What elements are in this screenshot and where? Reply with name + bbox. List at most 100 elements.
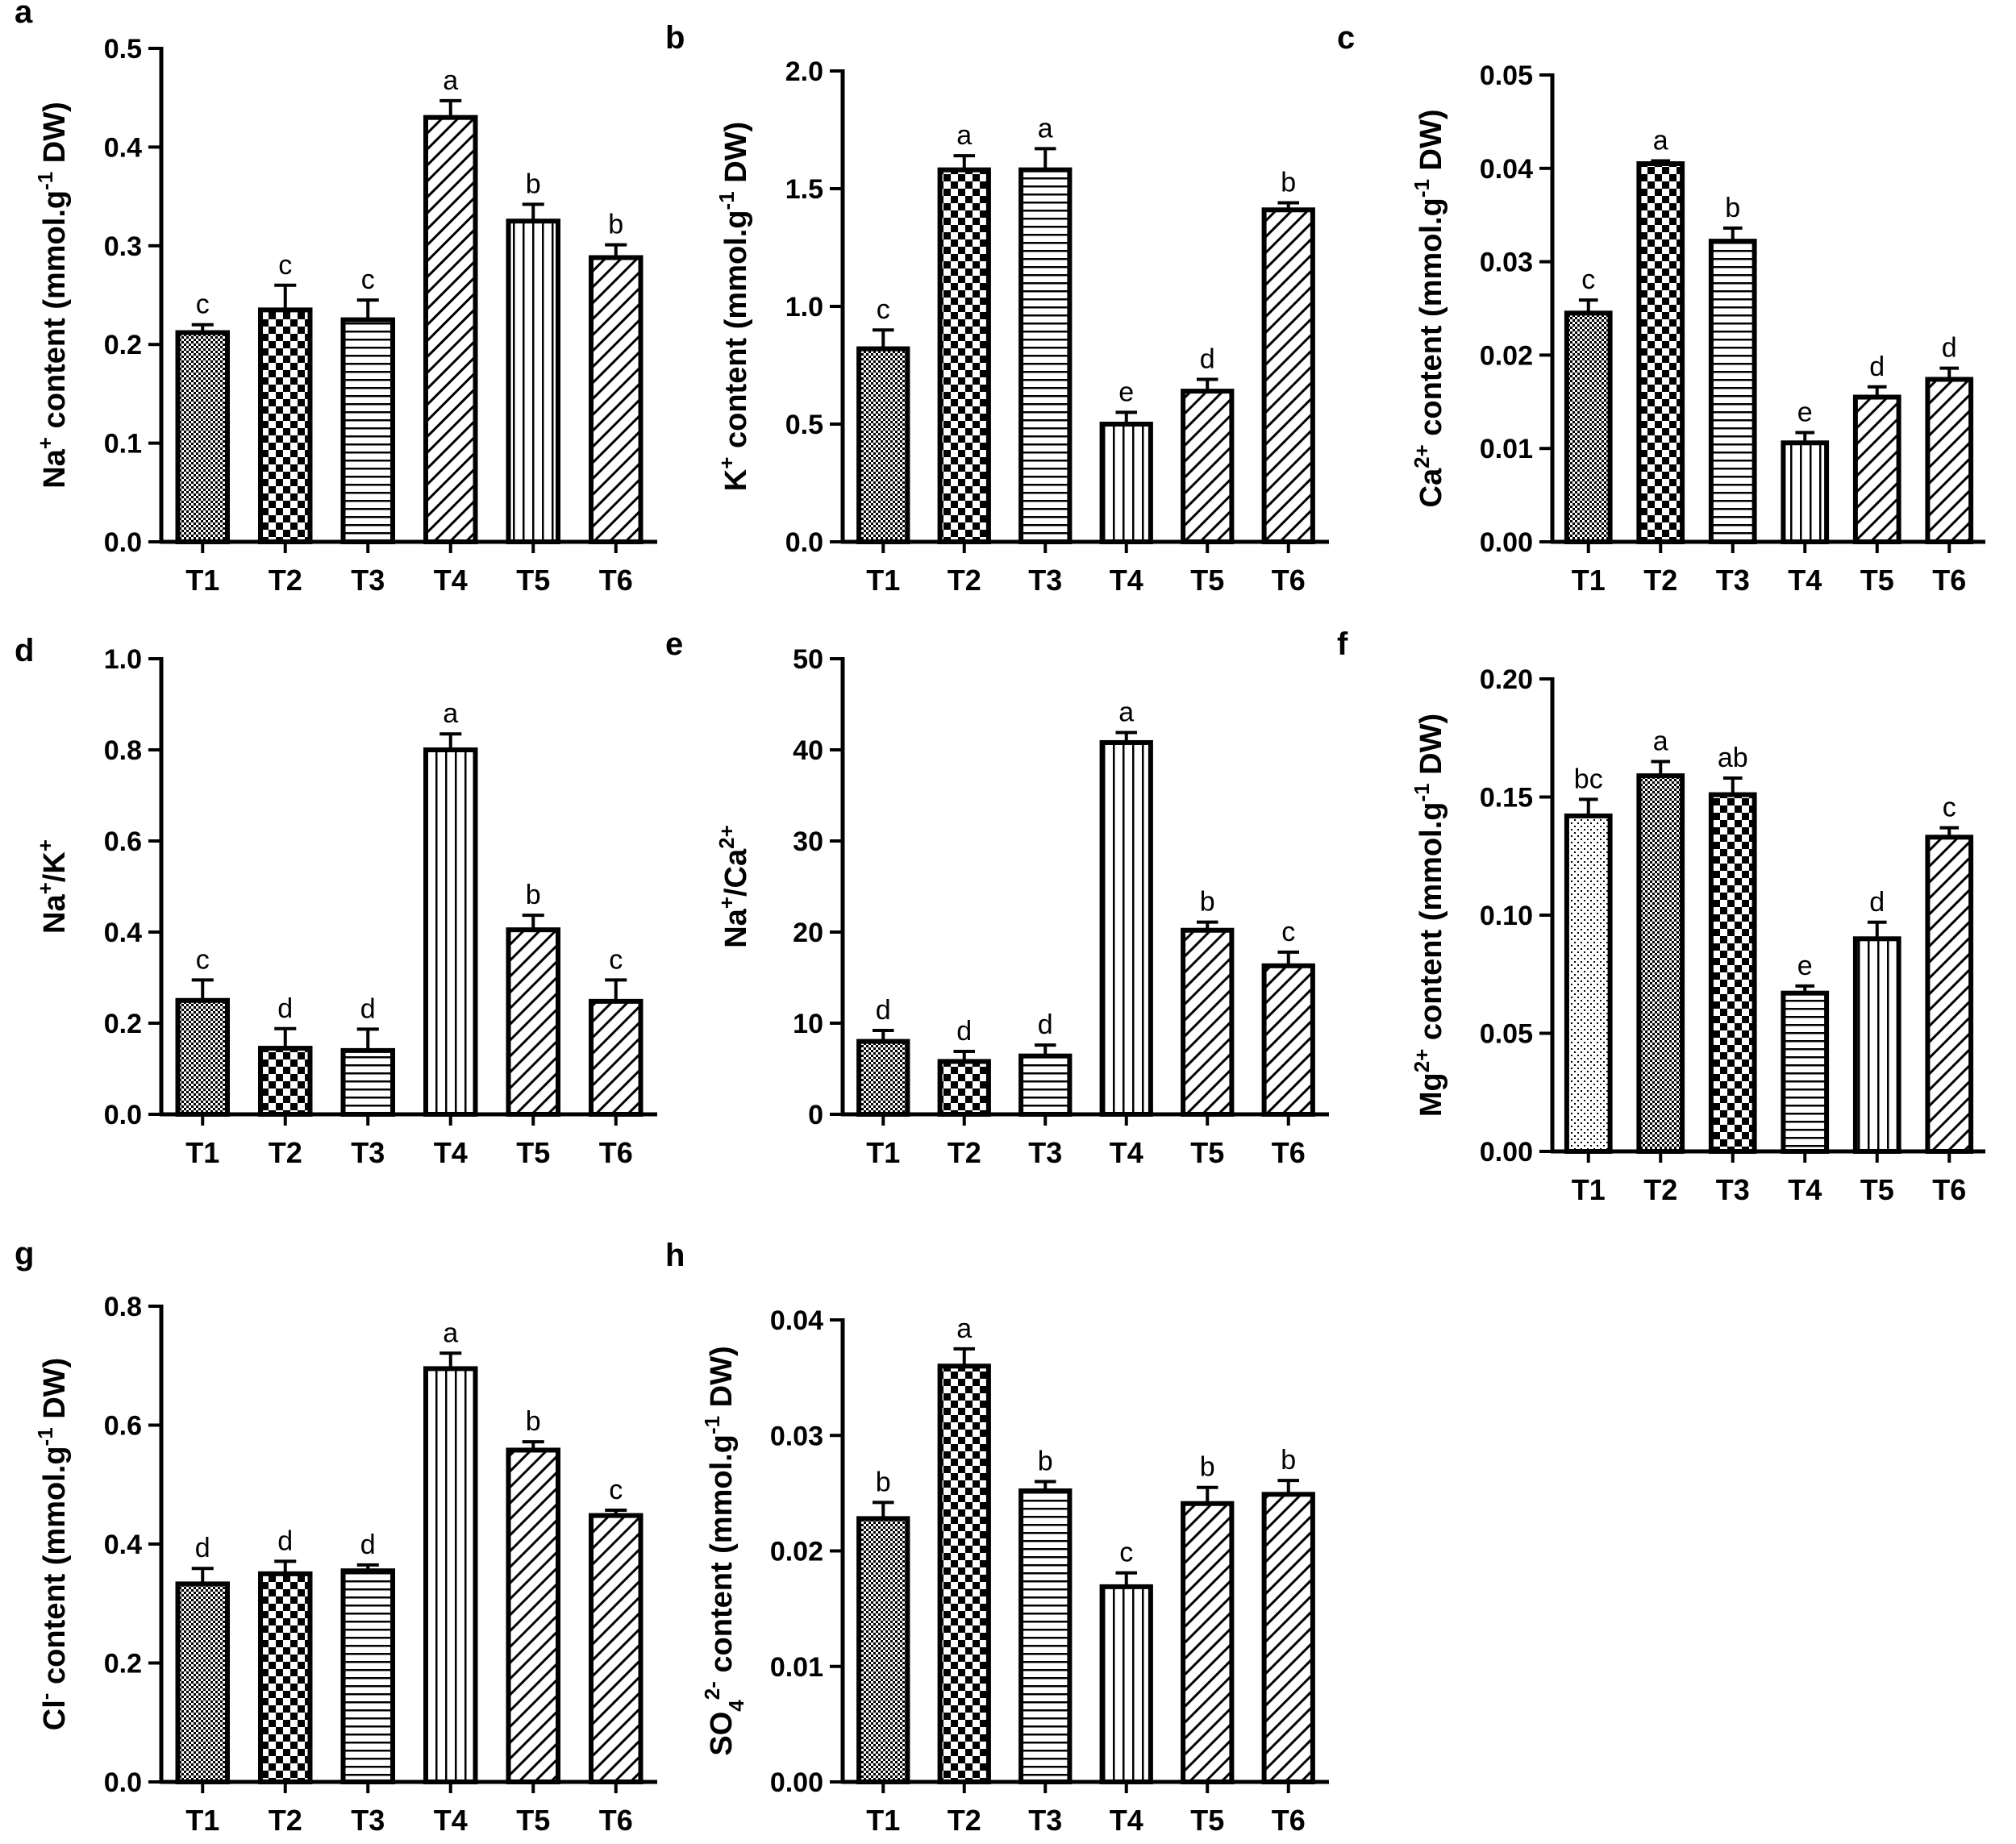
significance-letter-T2: d xyxy=(956,1016,972,1047)
significance-letter-T5: b xyxy=(526,880,541,910)
x-tick-label-T4: T4 xyxy=(1788,1173,1822,1206)
y-tick-label: 20 xyxy=(793,918,823,948)
significance-letter-T3: d xyxy=(1038,1009,1053,1040)
y-tick-label: 0.3 xyxy=(104,231,142,262)
y-tick-label: 0.5 xyxy=(785,410,823,440)
significance-letter-T6: c xyxy=(609,1475,623,1505)
x-tick-label-T6: T6 xyxy=(599,1804,633,1837)
y-tick-label: 1.0 xyxy=(104,644,142,675)
y-axis-label: Ca2+ content (mmol.g-1 DW) xyxy=(1410,110,1448,508)
bar-T4 xyxy=(1781,990,1830,1154)
bar-T2 xyxy=(937,1059,991,1117)
x-tick-label-T2: T2 xyxy=(269,1136,302,1169)
y-axis-label: Na+ content (mmol.g-1 DW) xyxy=(33,102,72,489)
bar-T3 xyxy=(1018,1053,1073,1118)
bar-T2 xyxy=(258,1571,313,1784)
chart-panel-a: a c T1 c T2 c T3 a T4 b T5 b T6 0.0 0.1 0.2 0.3 0.4 0.5 Na+… xyxy=(15,0,657,597)
y-axis-label: Mg2+ content (mmol.g-1 DW) xyxy=(1410,714,1448,1117)
y-tick-label: 50 xyxy=(793,644,823,675)
y-tick-label: 0.00 xyxy=(1480,1137,1533,1168)
y-tick-label: 30 xyxy=(793,826,823,857)
significance-letter-T3: d xyxy=(360,1530,376,1560)
significance-letter-T1: c xyxy=(196,289,210,320)
chart-panel-e: e d T1 d T2 d T3 a T4 b T5 c T6 0 10 20 30 40 50 Na+/Ca2+ xyxy=(665,626,1329,1169)
y-tick-label: 0.4 xyxy=(104,918,142,948)
y-axis-label: Na+/K+ xyxy=(33,839,72,934)
x-tick-label-T3: T3 xyxy=(1028,1136,1062,1169)
bar-T1 xyxy=(1564,310,1613,544)
x-tick-label-T3: T3 xyxy=(351,1136,385,1169)
significance-letter-T1: d xyxy=(195,1533,210,1563)
x-tick-label-T1: T1 xyxy=(185,564,219,597)
x-tick-label-T5: T5 xyxy=(516,1136,550,1169)
significance-letter-T4: e xyxy=(1118,377,1134,407)
x-tick-label-T6: T6 xyxy=(1932,564,1966,597)
significance-letter-T1: bc xyxy=(1574,764,1603,794)
significance-letter-T5: b xyxy=(1200,887,1215,918)
bar-T3 xyxy=(1708,792,1757,1154)
y-axis-label: K+ content (mmol.g-1 DW) xyxy=(714,122,753,491)
significance-letter-T5: b xyxy=(526,169,541,199)
x-tick-label-T4: T4 xyxy=(1110,1804,1143,1837)
y-tick-label: 0.00 xyxy=(770,1767,823,1798)
bar-T6 xyxy=(589,1513,644,1784)
y-tick-label: 0.5 xyxy=(104,34,142,65)
significance-letter-T5: b xyxy=(526,1406,541,1437)
bar-T3 xyxy=(340,1568,395,1784)
significance-letter-T6: c xyxy=(1943,793,1956,823)
chart-panel-h: h b T1 a T2 b T3 c T4 b T5 b T6 0.00 0.01 0.02 0.03 0.04 S… xyxy=(665,1238,1329,1837)
y-tick-label: 0.05 xyxy=(1480,60,1533,91)
bar-T4 xyxy=(423,114,478,544)
x-tick-label-T2: T2 xyxy=(948,564,981,597)
panel-letter: f xyxy=(1337,626,1348,662)
chart-panel-b: b c T1 a T2 a T3 e T4 d T5 b T6 0.0 0.5 1.0 1.5 2.0 K+ con… xyxy=(665,20,1329,597)
significance-letter-T2: d xyxy=(277,1526,293,1556)
x-tick-label-T5: T5 xyxy=(516,1804,550,1837)
bar-T1 xyxy=(175,997,230,1117)
significance-letter-T4: c xyxy=(1119,1538,1133,1568)
x-tick-label-T5: T5 xyxy=(1860,564,1894,597)
bar-T1 xyxy=(856,1039,910,1117)
x-tick-label-T1: T1 xyxy=(185,1136,219,1169)
bar-T3 xyxy=(1708,239,1757,544)
y-tick-label: 0.8 xyxy=(104,735,142,766)
bar-T1 xyxy=(175,330,230,544)
significance-letter-T6: b xyxy=(1281,168,1296,198)
significance-letter-T2: a xyxy=(956,120,972,151)
significance-letter-T1: d xyxy=(876,995,891,1026)
chart-panel-d: d c T1 d T2 d T3 a T4 b T5 c T6 0.0 0.2 0.4 0.6 0.8 1.0 Na+… xyxy=(15,633,657,1169)
significance-letter-T1: c xyxy=(1581,264,1595,295)
x-tick-label-T4: T4 xyxy=(434,1136,468,1169)
bar-T4 xyxy=(1099,739,1153,1118)
x-tick-label-T6: T6 xyxy=(599,1136,633,1169)
bar-T2 xyxy=(258,1046,313,1117)
x-tick-label-T4: T4 xyxy=(1110,1136,1143,1169)
x-tick-label-T2: T2 xyxy=(269,564,302,597)
significance-letter-T4: a xyxy=(1118,697,1134,728)
y-axis-label: Cl- content (mmol.g-1 DW) xyxy=(33,1358,72,1730)
x-tick-label-T3: T3 xyxy=(1028,1804,1062,1837)
bar-T4 xyxy=(1099,422,1153,544)
bar-T2 xyxy=(1636,161,1685,544)
y-tick-label: 0.01 xyxy=(770,1652,823,1683)
x-tick-label-T3: T3 xyxy=(1716,564,1750,597)
bar-T3 xyxy=(340,1047,395,1118)
bar-T5 xyxy=(1852,394,1901,545)
significance-letter-T6: b xyxy=(608,210,623,240)
y-tick-label: 0.0 xyxy=(785,527,823,558)
panel-letter: c xyxy=(1337,20,1355,56)
bar-T1 xyxy=(175,1581,230,1784)
x-tick-label-T4: T4 xyxy=(434,564,468,597)
bar-T4 xyxy=(423,747,478,1117)
significance-letter-T3: a xyxy=(1038,113,1053,144)
y-tick-label: 0.03 xyxy=(770,1421,823,1451)
panel-letter: e xyxy=(665,626,683,662)
y-tick-label: 0.0 xyxy=(104,527,142,558)
y-axis-label: Na+/Ca2+ xyxy=(714,825,753,948)
y-tick-label: 0.8 xyxy=(104,1292,142,1322)
y-tick-label: 0.04 xyxy=(1480,154,1533,185)
significance-letter-T2: d xyxy=(277,993,293,1024)
significance-letter-T2: a xyxy=(1653,726,1668,757)
significance-letter-T1: b xyxy=(876,1467,891,1497)
x-tick-label-T1: T1 xyxy=(185,1804,219,1837)
